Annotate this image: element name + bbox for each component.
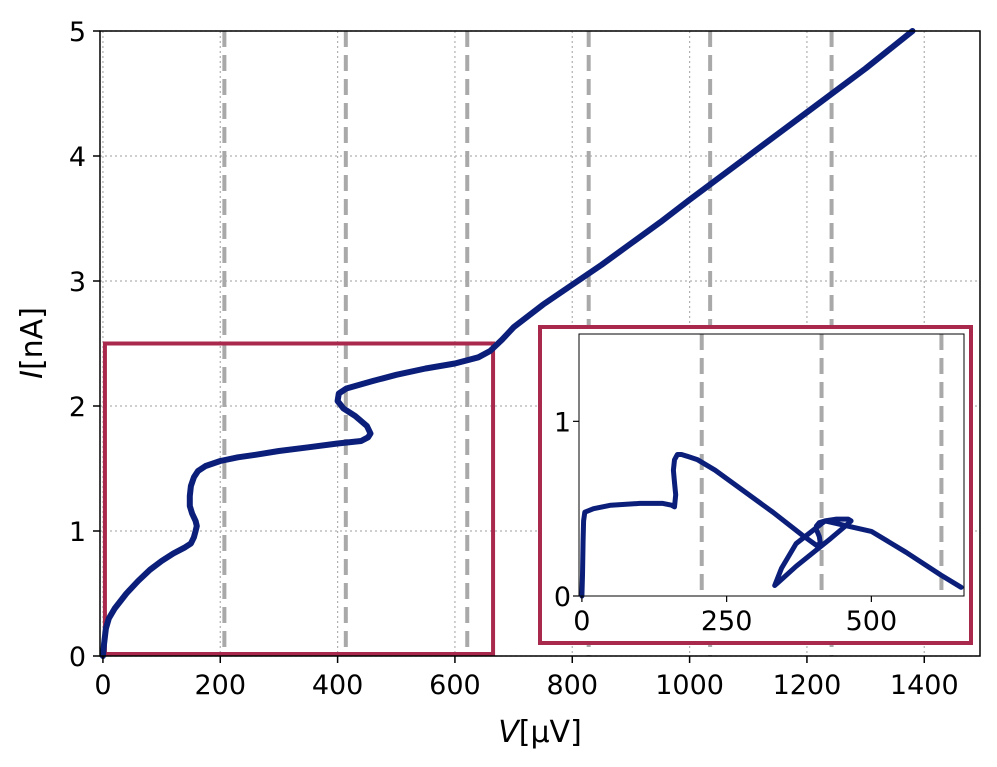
x-tick-label: 600 xyxy=(429,670,481,701)
main-y-ticks: 0 1 2 3 4 5 xyxy=(69,17,100,673)
inset-x-tick-label: 250 xyxy=(701,606,753,637)
inset-y-tick-label: 1 xyxy=(554,407,571,438)
x-tick-label: 1000 xyxy=(655,670,724,701)
x-tick-label: 0 xyxy=(94,670,111,701)
x-tick-label: 200 xyxy=(194,670,246,701)
x-axis-unit: [μV] xyxy=(519,715,582,750)
x-tick-label: 800 xyxy=(546,670,598,701)
main-x-ticks: 0 200 400 600 800 1000 1200 1400 xyxy=(94,656,959,701)
y-axis-label: I[nA] xyxy=(15,307,50,379)
x-axis-var: V xyxy=(498,715,521,750)
x-axis-label: V[μV] xyxy=(498,715,582,750)
inset-plot-frame xyxy=(578,333,965,597)
zoom-highlight-box xyxy=(102,341,496,656)
y-axis-var: I xyxy=(15,370,50,379)
inset-data-line xyxy=(579,452,964,599)
y-tick-label: 5 xyxy=(69,17,86,48)
inset-y-tick-label: 0 xyxy=(554,582,571,613)
x-tick-label: 400 xyxy=(312,670,364,701)
y-tick-label: 4 xyxy=(69,142,86,173)
y-tick-label: 0 xyxy=(69,642,86,673)
x-tick-label: 1400 xyxy=(890,670,959,701)
inset-x-tick-label: 0 xyxy=(573,606,590,637)
y-tick-label: 3 xyxy=(69,267,86,298)
inset-panel xyxy=(538,325,973,645)
inset-x-tick-label: 500 xyxy=(846,606,898,637)
main-plot-frame xyxy=(99,30,981,657)
y-axis-unit: [nA] xyxy=(15,307,50,370)
x-tick-label: 1200 xyxy=(773,670,842,701)
main-data-line xyxy=(99,28,916,659)
inset-y-ticks: 01 xyxy=(554,407,579,613)
y-tick-label: 2 xyxy=(69,392,86,423)
y-tick-label: 1 xyxy=(69,517,86,548)
inset-x-ticks: 0 250 500 xyxy=(573,596,897,637)
